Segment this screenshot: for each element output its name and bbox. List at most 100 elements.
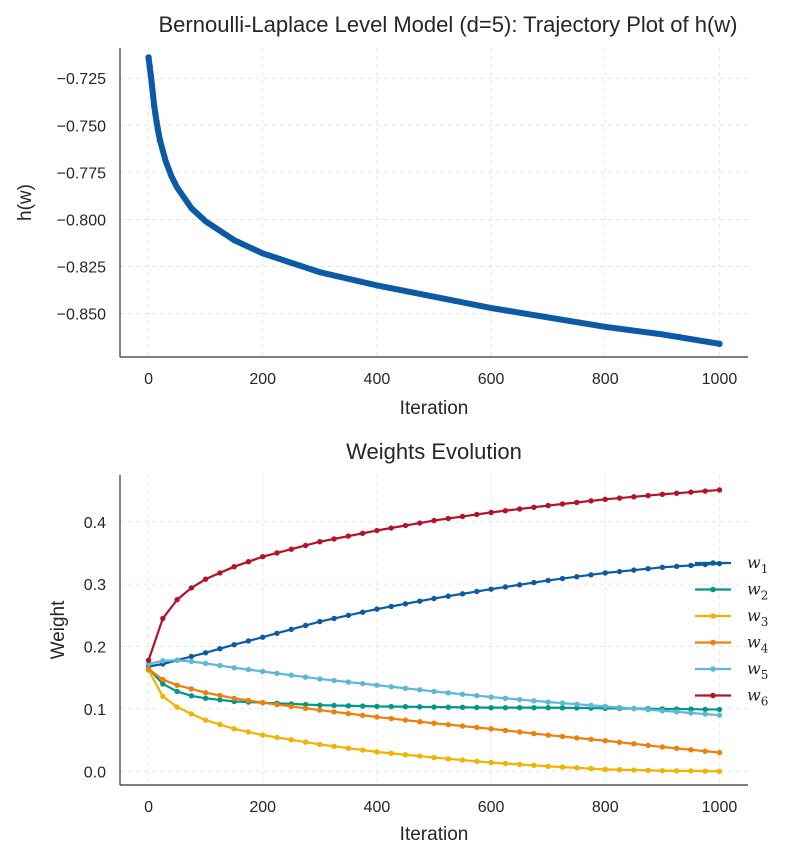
series-w4-point: [331, 709, 337, 715]
series-w1-point: [631, 567, 637, 573]
series-w1-point: [616, 568, 623, 575]
series-w2-point: [359, 703, 366, 709]
series-w3-point: [231, 726, 237, 732]
series-w2-point: [545, 704, 551, 711]
series-w6-point: [145, 657, 152, 663]
series-w6-point: [260, 554, 266, 560]
series-w6-point: [502, 508, 509, 514]
series-w5-point: [260, 668, 266, 675]
series-w5-point: [716, 712, 723, 718]
series-w2-point: [217, 697, 223, 703]
series-w6-line: [147, 488, 720, 661]
series-w4-point: [231, 695, 237, 701]
series-w3-point: [274, 734, 280, 741]
series-w4-point: [559, 733, 566, 740]
series-w1-point: [231, 641, 237, 648]
x-tick-label: 200: [249, 799, 276, 816]
series-w3-point: [431, 754, 437, 761]
series-w4-point: [602, 738, 608, 744]
series-w3-point: [331, 743, 337, 750]
legend-w6-label: w6: [747, 686, 768, 709]
series-w5-point: [702, 711, 708, 717]
series-w6-point: [245, 559, 252, 565]
series-w5-point: [631, 705, 637, 712]
series-w4-point: [317, 707, 323, 713]
series-w5-point: [645, 706, 651, 713]
x-axis-label: Iteration: [400, 398, 469, 419]
series-w3-point: [502, 760, 509, 767]
series-w6-point: [659, 491, 666, 498]
series-w2-point: [445, 704, 451, 710]
series-w3-point: [217, 721, 223, 728]
legend-w3-marker: [710, 613, 716, 619]
y-tick-label: 0.0: [84, 764, 106, 781]
series-w5-point: [160, 658, 166, 664]
series-w6-point: [374, 527, 380, 534]
series-w6-point: [688, 489, 694, 495]
series-w4-point: [716, 749, 723, 756]
series-w6-point: [516, 506, 523, 512]
series-w5-point: [317, 676, 323, 682]
series-w3-point: [488, 759, 494, 766]
series-w3-point: [359, 747, 366, 753]
x-tick-label: 800: [592, 799, 619, 816]
series-w2-point: [431, 704, 437, 710]
series-w4-point: [574, 735, 580, 741]
series-w2-point: [402, 704, 409, 710]
series-w1-point: [531, 579, 537, 586]
legend-w2-label: w2: [747, 580, 768, 603]
series-w1-point: [488, 586, 494, 592]
series-w4-point: [359, 712, 366, 718]
series-w4-point: [388, 715, 394, 722]
series-w5-point: [359, 680, 366, 687]
series-w4-point: [516, 729, 523, 735]
series-w3-point: [631, 767, 637, 773]
series-w5-point: [445, 690, 451, 696]
series-w4-point: [659, 744, 666, 750]
series-w4-point: [502, 727, 509, 734]
x-tick-label: 0: [144, 799, 153, 816]
series-w2-point: [459, 704, 466, 711]
legend-symbol: w: [747, 659, 761, 678]
series-w4-point: [260, 699, 266, 706]
series-w5-point: [588, 702, 594, 709]
x-tick-label: 0: [144, 371, 153, 388]
y-tick-label: −0.725: [57, 71, 106, 88]
series-w5-point: [602, 703, 608, 710]
x-tick-label: 600: [478, 371, 505, 388]
series-w6-point: [445, 515, 451, 522]
series-w2-point: [388, 703, 394, 710]
series-w1-point: [188, 653, 195, 660]
y-tick-label: −0.850: [57, 307, 106, 324]
series-w5-point: [531, 698, 537, 704]
series-w1-point: [274, 630, 280, 636]
series-w4-point: [174, 682, 180, 688]
series-w6-point: [474, 511, 480, 518]
series-w4-point: [445, 721, 451, 728]
series-w1-point: [673, 563, 680, 570]
y-axis-label: Weight: [48, 600, 69, 660]
h-series-point: [147, 72, 155, 79]
series-w6-point: [188, 585, 195, 591]
series-w4-point: [474, 724, 480, 731]
series-w3-point: [545, 763, 551, 769]
legend-subscript: 2: [761, 589, 769, 603]
series-w6-point: [431, 517, 437, 524]
series-w6-point: [274, 550, 280, 556]
legend-symbol: w: [747, 553, 761, 572]
series-w5-point: [459, 691, 466, 697]
series-w1-point: [302, 622, 309, 629]
series-w3-point: [616, 767, 623, 773]
h-series-point: [156, 137, 164, 144]
series-w3-point: [602, 766, 608, 773]
series-w1-point: [659, 564, 666, 571]
series-w2-point: [202, 695, 209, 701]
chart-h-trajectory: Bernoulli-Laplace Level Model (d=5): Tra…: [15, 12, 748, 419]
series-w3-point: [288, 737, 294, 743]
series-w6-point: [559, 501, 566, 507]
series-w6-point: [231, 563, 237, 570]
series-w5-point: [374, 682, 380, 688]
series-w4-point: [417, 718, 423, 725]
series-w3-point: [574, 765, 580, 771]
series-w2-point: [317, 702, 323, 708]
